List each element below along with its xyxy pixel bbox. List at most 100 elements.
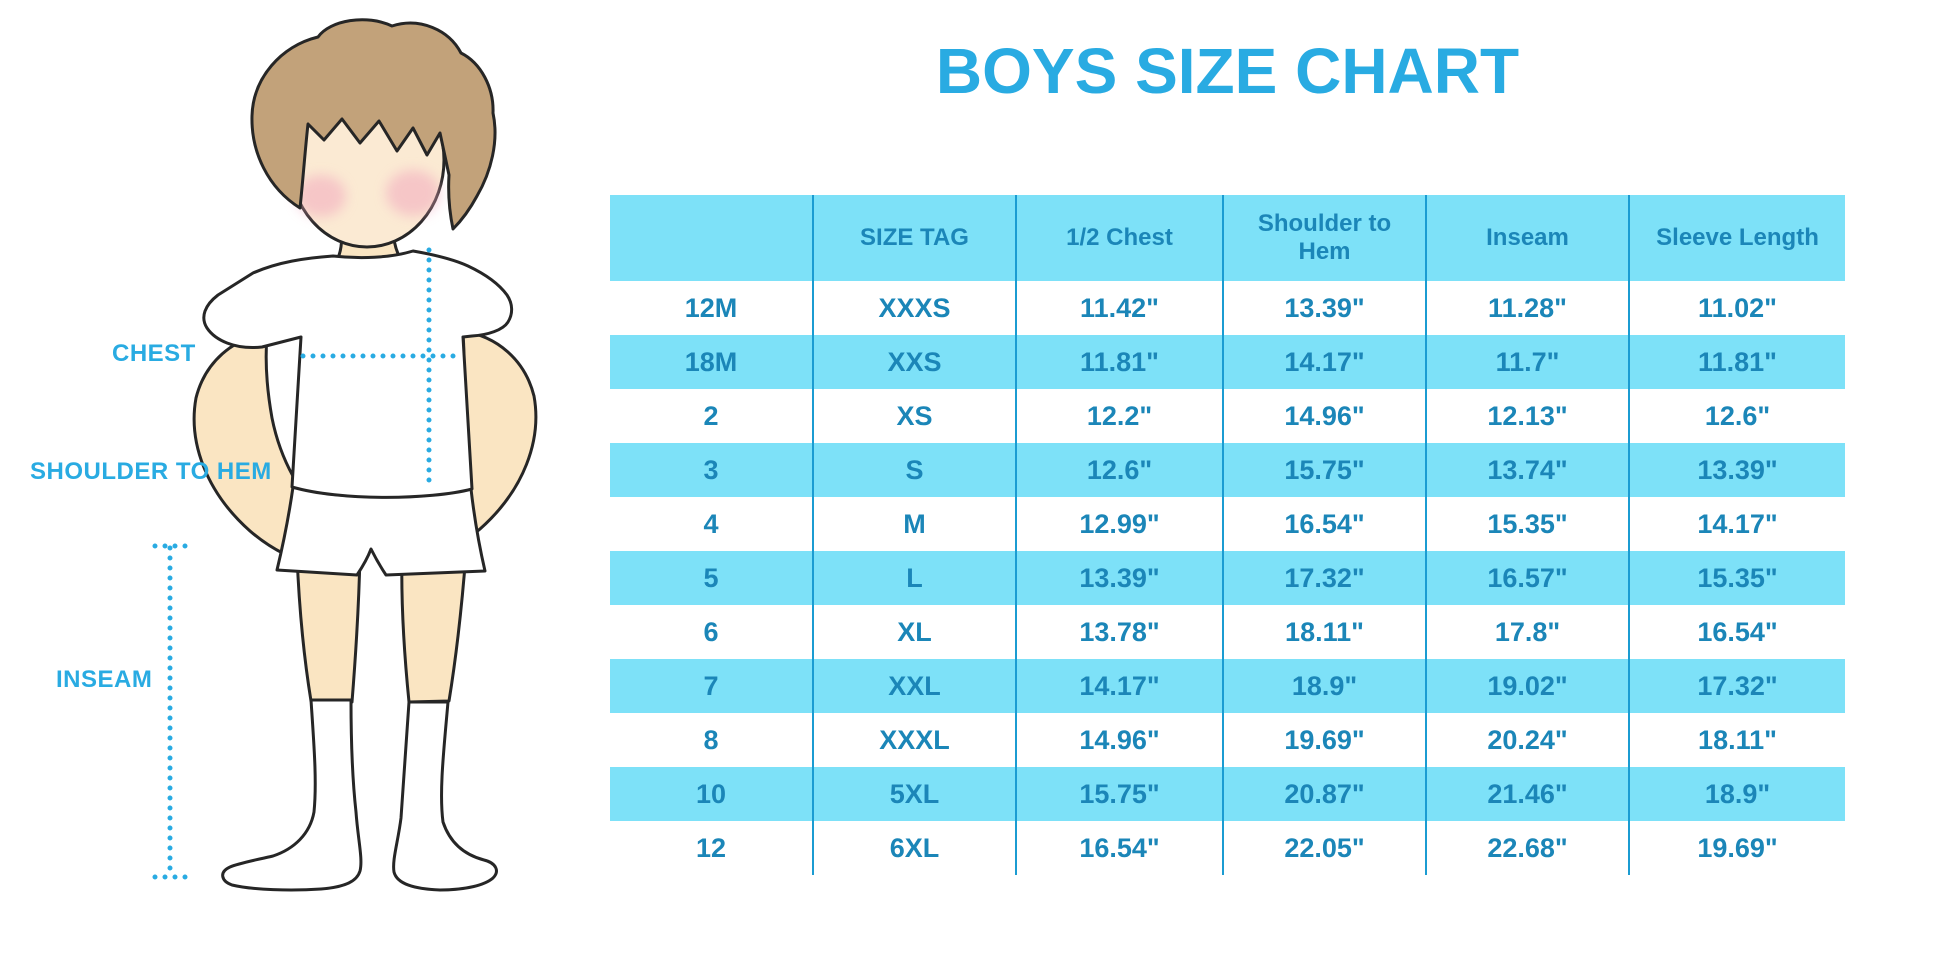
table-cell: 10 [610, 767, 812, 821]
boy-shorts [275, 485, 487, 577]
table-cell: 12.99" [1015, 497, 1222, 551]
table-cell: 19.69" [1628, 821, 1845, 875]
table-cell: 12M [684, 292, 738, 323]
table-cell: 19.69" [1222, 713, 1425, 767]
table-cell: 18.9" [1222, 659, 1425, 713]
table-row: 12M XXXS 11.42" 13.39" 11.28" 11.02" [610, 281, 1845, 335]
table-cell: 15.75" [1222, 443, 1425, 497]
table-cell: XXS [812, 335, 1015, 389]
table-cell: 12 [695, 832, 727, 863]
table-cell: 16.54" [1015, 821, 1222, 875]
table-cell: 15.75" [1015, 767, 1222, 821]
table-cell: 13.39" [1015, 551, 1222, 605]
table-row: 10 5XL 15.75" 20.87" 21.46" 18.9" [610, 767, 1845, 821]
page-title: BOYS SIZE CHART [935, 35, 1520, 107]
boy-illustration [152, 18, 538, 892]
table-row: 12 6XL 16.54" 22.05" 22.68" 19.69" [610, 821, 1845, 875]
table-cell: 17.8" [1425, 605, 1628, 659]
table-cell: 12.6" [1628, 389, 1845, 443]
table-cell: 17.32" [1222, 551, 1425, 605]
table-cell: 15.35" [1425, 497, 1628, 551]
table-cell: 12.6" [1015, 443, 1222, 497]
boy-left-thigh [295, 553, 362, 704]
table-cell: 18.11" [1222, 605, 1425, 659]
table-cell: XS [812, 389, 1015, 443]
table-cell: XL [812, 605, 1015, 659]
size-table: SIZE TAG 1/2 Chest Shoulder to Hem Insea… [610, 195, 1845, 875]
table-cell: 11.81" [1015, 335, 1222, 389]
table-cell: 13.74" [1425, 443, 1628, 497]
table-cell: 5 [610, 551, 812, 605]
table-cell: 6XL [812, 821, 1015, 875]
table-cell: 18.11" [1628, 713, 1845, 767]
table-cell: 11.81" [1628, 335, 1845, 389]
chest-label: CHEST [112, 340, 196, 367]
table-cell: 14.96" [1222, 389, 1425, 443]
table-cell: 16.57" [1425, 551, 1628, 605]
table-cell: 17.32" [1628, 659, 1845, 713]
boy-right-sock [392, 700, 498, 892]
shoulder-to-hem-label: SHOULDER TO HEM [30, 458, 272, 485]
boy-blush-left [296, 175, 346, 217]
table-cell: M [812, 497, 1015, 551]
table-row: 7 XXL 14.17" 18.9" 19.02" 17.32" [610, 659, 1845, 713]
table-cell: 13.39" [1628, 443, 1845, 497]
table-cell: 3 [610, 443, 812, 497]
table-row: 4 M 12.99" 16.54" 15.35" 14.17" [610, 497, 1845, 551]
boy-left-sock [221, 698, 363, 892]
boy-shirt [202, 249, 514, 499]
table-row: 6 XL 13.78" 18.11" 17.8" 16.54" [610, 605, 1845, 659]
table-cell: 2 [703, 400, 719, 431]
table-cell: 11.28" [1425, 281, 1628, 335]
table-cell: 12.2" [1015, 389, 1222, 443]
table-cell: 11.42" [1015, 281, 1222, 335]
table-cell: XXL [812, 659, 1015, 713]
table-cell: 20.24" [1425, 713, 1628, 767]
table-cell: 5XL [812, 767, 1015, 821]
table-cell: 20.87" [1222, 767, 1425, 821]
column-header-blank [610, 195, 812, 281]
table-cell: 21.46" [1425, 767, 1628, 821]
column-header-sleeve-length: Sleeve Length [1628, 195, 1845, 281]
table-cell: XXXL [812, 713, 1015, 767]
table-cell: L [812, 551, 1015, 605]
table-cell: 18M [610, 335, 812, 389]
table-cell: 4 [703, 508, 719, 539]
table-cell: 19.02" [1425, 659, 1628, 713]
column-header-half-chest: 1/2 Chest [1015, 195, 1222, 281]
table-cell: 11.7" [1425, 335, 1628, 389]
table-cell: 16.54" [1222, 497, 1425, 551]
column-header-size-tag: SIZE TAG [812, 195, 1015, 281]
column-header-inseam: Inseam [1425, 195, 1628, 281]
table-cell: 12.13" [1425, 389, 1628, 443]
table-row: 5 L 13.39" 17.32" 16.57" 15.35" [610, 551, 1845, 605]
table-cell: XXXS [812, 281, 1015, 335]
table-cell: 16.54" [1628, 605, 1845, 659]
table-cell: 14.17" [1628, 497, 1845, 551]
table-cell: 8 [703, 724, 719, 755]
table-cell: 7 [610, 659, 812, 713]
boy-hair [250, 18, 497, 231]
table-cell: S [812, 443, 1015, 497]
table-row: 2 XS 12.2" 14.96" 12.13" 12.6" [610, 389, 1845, 443]
boy-blush-right [386, 170, 440, 216]
table-row: 18M XXS 11.81" 14.17" 11.7" 11.81" [610, 335, 1845, 389]
table-cell: 13.78" [1015, 605, 1222, 659]
table-row: 3 S 12.6" 15.75" 13.74" 13.39" [610, 443, 1845, 497]
table-cell: 14.17" [1222, 335, 1425, 389]
table-cell: 22.05" [1222, 821, 1425, 875]
table-cell: 6 [703, 616, 719, 647]
size-table-header: SIZE TAG 1/2 Chest Shoulder to Hem Insea… [610, 195, 1845, 281]
column-header-shoulder-hem: Shoulder to Hem [1222, 195, 1425, 281]
table-cell: 14.96" [1015, 713, 1222, 767]
table-cell: 18.9" [1628, 767, 1845, 821]
table-row: 8 XXXL 14.96" 19.69" 20.24" 18.11" [610, 713, 1845, 767]
table-cell: 11.02" [1628, 281, 1845, 335]
table-cell: 15.35" [1628, 551, 1845, 605]
table-cell: 14.17" [1015, 659, 1222, 713]
table-cell: 22.68" [1425, 821, 1628, 875]
size-table-body: 12M XXXS 11.42" 13.39" 11.28" 11.02" 18M XXS 11.… [610, 281, 1845, 875]
table-cell: 13.39" [1222, 281, 1425, 335]
inseam-label: INSEAM [56, 666, 153, 693]
